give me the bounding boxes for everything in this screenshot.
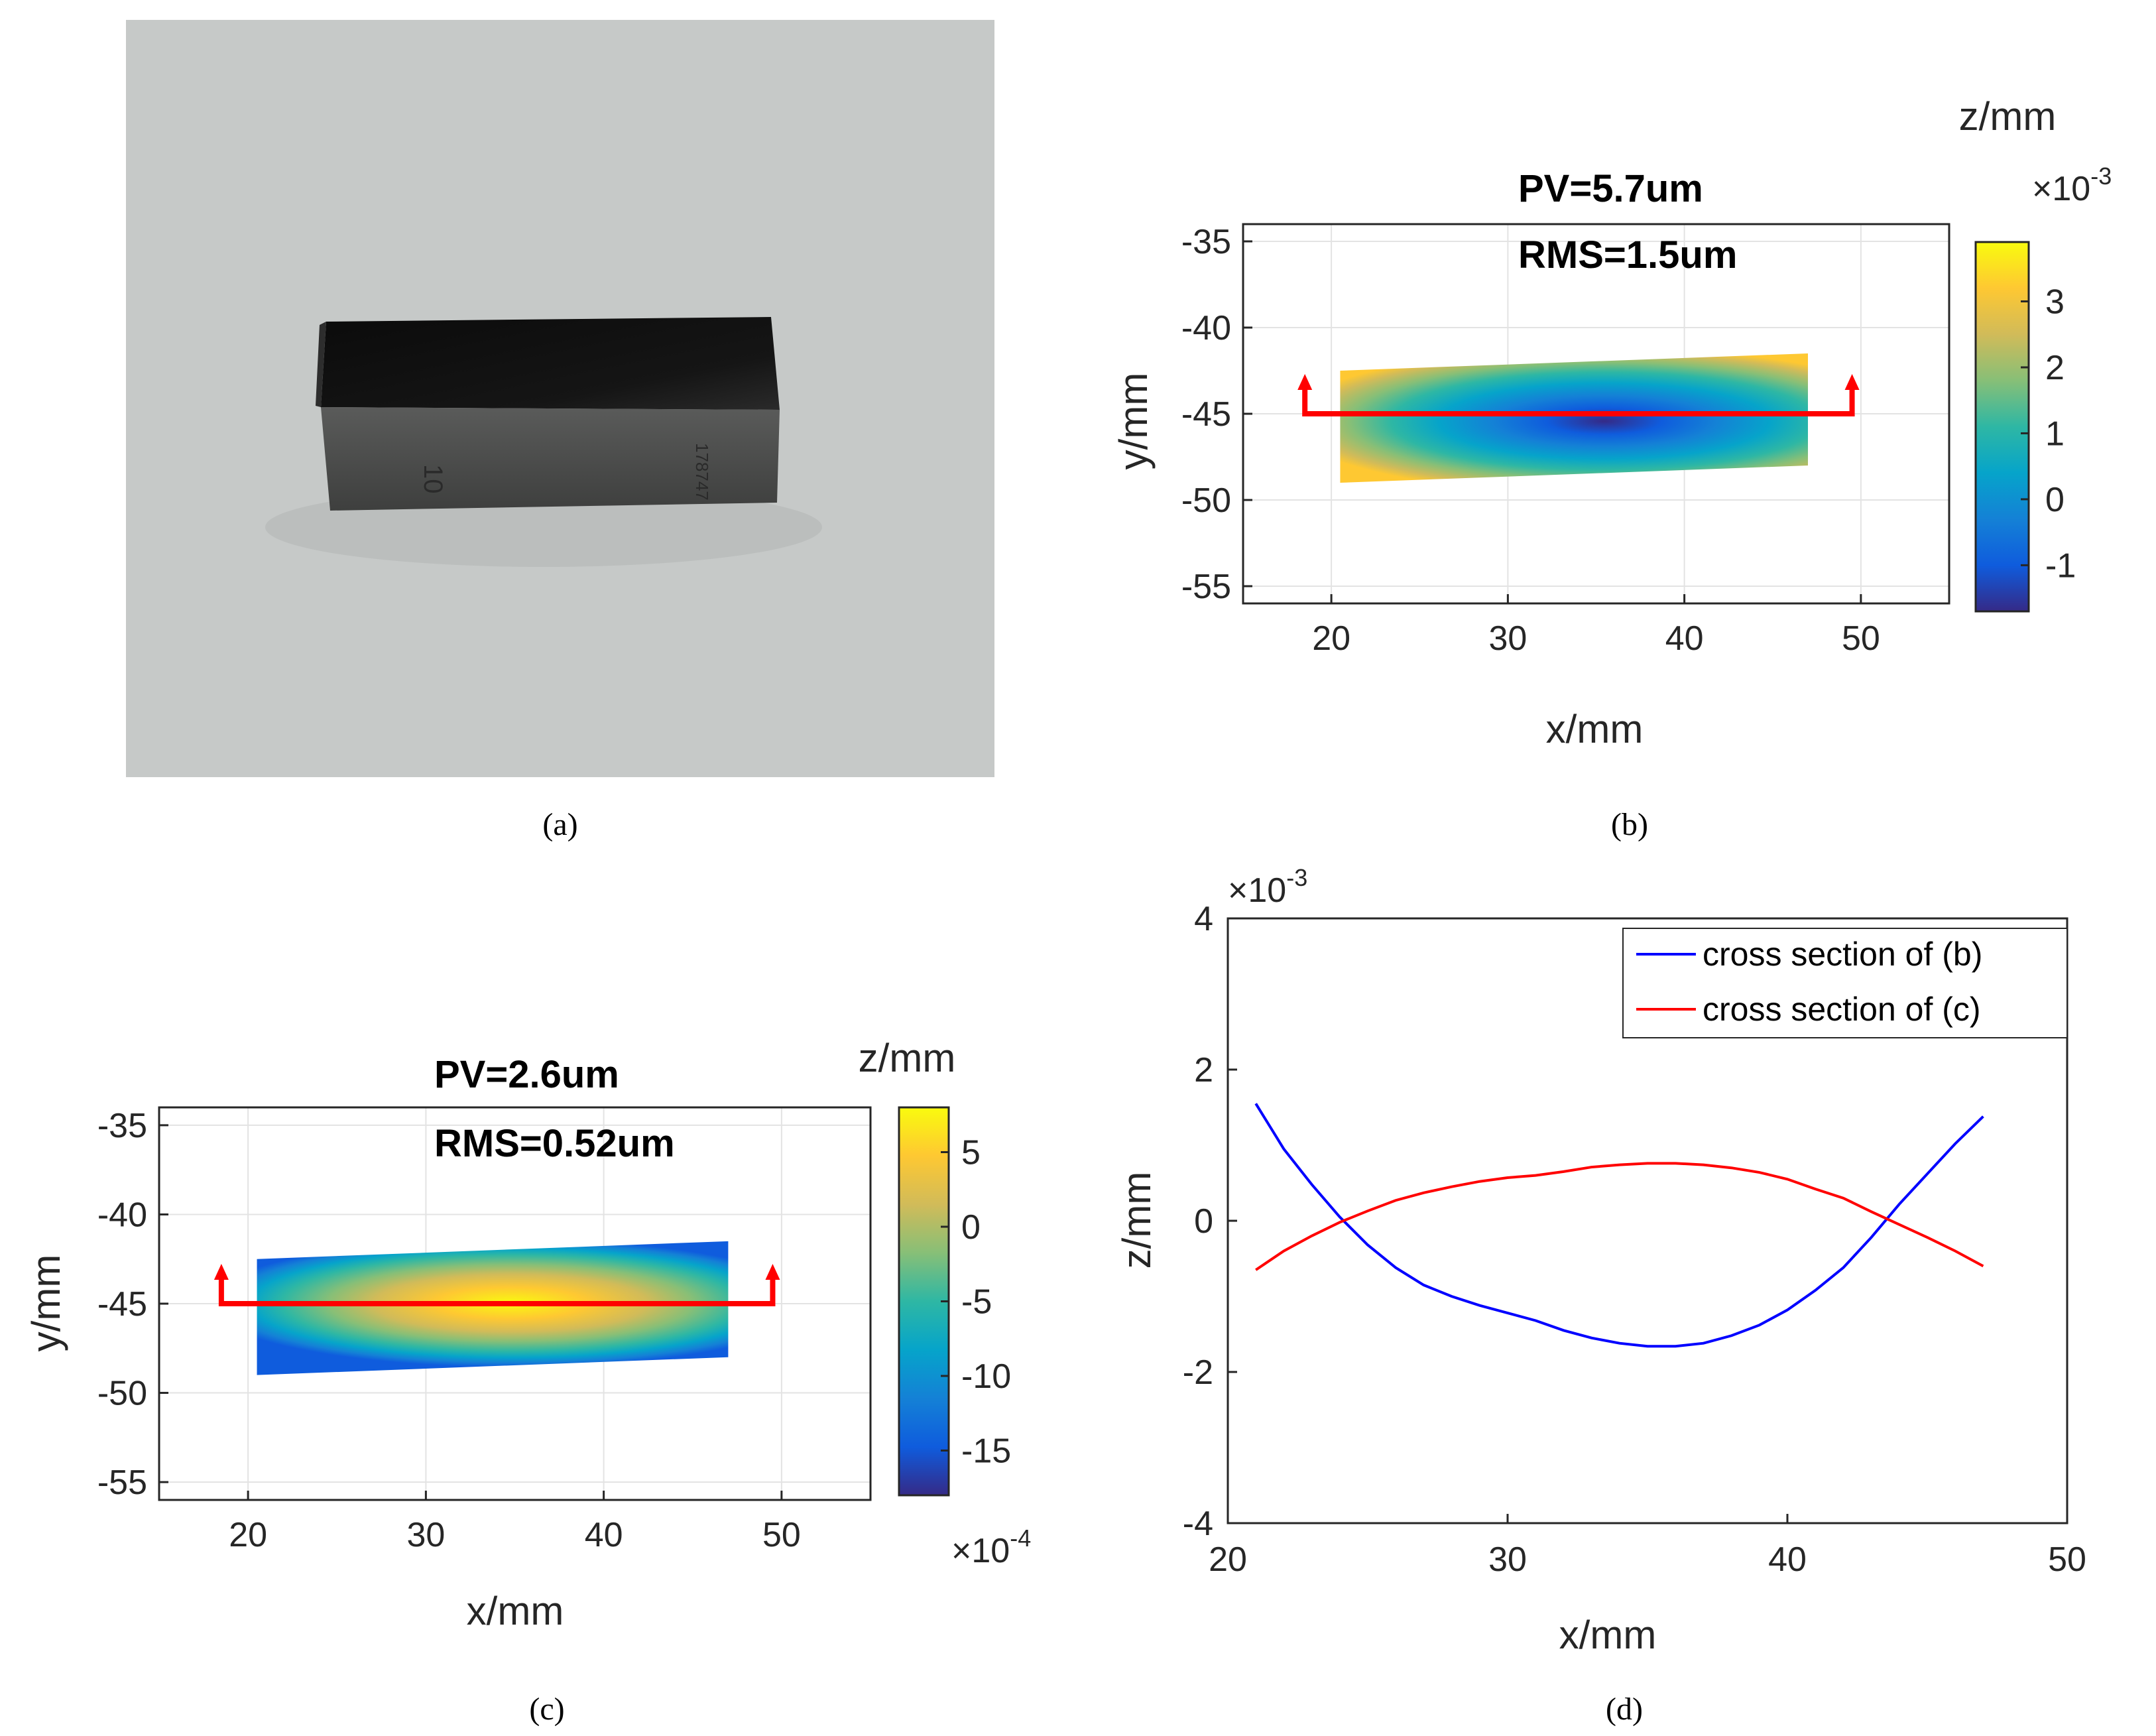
c-y-tick-label-4: -55 [97, 1463, 147, 1502]
d-series-group [1254, 1103, 1984, 1348]
b-pv-label: PV=5.7um [1518, 167, 1703, 210]
b-cbar-tick-label-2: 1 [2045, 414, 2065, 453]
c-profile-path [218, 1278, 776, 1306]
d-y-tick-label-1: 2 [1194, 1051, 1213, 1089]
d-x-tick-label-3: 50 [2048, 1540, 2086, 1579]
caption-a: (a) [542, 807, 577, 842]
c-profile-arrowhead-1 [765, 1264, 780, 1280]
c-x-tick-label-1: 30 [406, 1516, 445, 1554]
b-x-tick-label-0: 20 [1312, 619, 1350, 658]
b-y-tick-label-1: -40 [1181, 309, 1231, 347]
c-colorbar-ticks: 5 0 -5 -10 -15 [941, 1134, 1011, 1471]
d-x-axis-label: x/mm [1559, 1613, 1657, 1657]
caption-d: (d) [1606, 1692, 1643, 1727]
c-cbar-tick-label-3: -10 [961, 1357, 1011, 1396]
b-x-tick-label-2: 40 [1665, 619, 1704, 658]
c-cbar-tick-label-2: -5 [961, 1283, 992, 1322]
b-y-tick-label-4: -55 [1181, 568, 1231, 606]
b-x-tick-label-1: 30 [1488, 619, 1527, 658]
b-y-axis-label: y/mm [1111, 373, 1156, 470]
d-y-tick-label-3: -2 [1183, 1353, 1213, 1392]
c-colorbar [898, 1106, 950, 1497]
d-x-ticks: 20 30 40 50 [1209, 1514, 2086, 1579]
b-y-tick-label-3: -50 [1181, 481, 1231, 520]
b-profile-arrowhead-1 [1844, 374, 1860, 390]
b-y-ticks: -35 -40 -45 -50 -55 [1181, 223, 1252, 606]
b-colorbar [1974, 241, 2030, 613]
b-profile-path [1302, 389, 1855, 416]
d-y-tick-label-0: 4 [1194, 900, 1213, 938]
d-legend-label-b: cross section of (b) [1703, 936, 1982, 973]
panel-d: 20 30 40 50 420-2-4 ×10-3 x/mm z/mm cross s… [1114, 864, 2086, 1727]
b-colorbar-exponent: ×10-3 [2032, 162, 2112, 208]
c-x-axis-label: x/mm [467, 1589, 564, 1633]
gauge-block-side [316, 322, 326, 407]
c-x-tick-label-2: 40 [585, 1516, 623, 1554]
b-colorbar-ticks: 3 2 1 0 -1 [2021, 283, 2076, 585]
b-cbar-tick-label-0: 3 [2045, 283, 2065, 322]
c-colorbar-label: z/mm [859, 1036, 956, 1080]
c-x-tick-label-3: 50 [762, 1516, 801, 1554]
caption-c: (c) [529, 1692, 564, 1727]
d-y-exponent: ×10-3 [1228, 864, 1307, 910]
b-x-ticks: 20 30 40 50 [1312, 594, 1880, 658]
c-colorbar-exponent: ×10-4 [951, 1524, 1031, 1570]
c-y-tick-label-2: -45 [97, 1285, 147, 1324]
b-cbar-tick-label-4: -1 [2045, 546, 2076, 585]
c-pv-label: PV=2.6um [434, 1053, 619, 1096]
gauge-block-top [321, 317, 780, 410]
b-cbar-tick-label-1: 2 [2045, 349, 2065, 387]
d-y-axis-label: z/mm [1114, 1172, 1159, 1269]
b-rms-label: RMS=1.5um [1518, 233, 1737, 277]
engraved-text-serial: 178747 [692, 443, 712, 501]
panel-a: 10 178747 (a) [126, 20, 994, 842]
d-legend: cross section of (b) cross section of (c… [1622, 928, 2068, 1038]
d-x-tick-label-1: 30 [1488, 1540, 1527, 1579]
d-x-tick-label-0: 20 [1209, 1540, 1247, 1579]
d-y-ticks: 4 2 0 -2 -4 [1183, 900, 1237, 1543]
c-y-tick-label-1: -40 [97, 1196, 147, 1234]
d-x-tick-label-2: 40 [1768, 1540, 1807, 1579]
b-profile-arrowhead-0 [1297, 374, 1313, 390]
b-x-axis-label: x/mm [1546, 707, 1644, 751]
c-profile-arrowhead-0 [213, 1264, 229, 1280]
b-y-tick-label-0: -35 [1181, 223, 1231, 261]
d-series-line-1 [1255, 1162, 1984, 1271]
b-cbar-tick-label-3: 0 [2045, 481, 2065, 519]
c-y-tick-label-0: -35 [97, 1107, 147, 1145]
c-x-ticks: 20 30 40 50 [229, 1491, 801, 1554]
d-legend-label-c: cross section of (c) [1703, 991, 1981, 1028]
b-x-tick-label-3: 50 [1842, 619, 1880, 658]
c-cbar-tick-label-4: -15 [961, 1432, 1011, 1471]
d-y-tick-label-4: -4 [1183, 1505, 1213, 1543]
c-surface-map [257, 1241, 729, 1375]
panel-c: 20 30 40 50 -35-40-45-50-55 PV=2.6um RMS=0.… [24, 1036, 1031, 1727]
b-y-tick-label-2: -45 [1181, 395, 1231, 434]
gauge-block-face [321, 407, 780, 511]
d-legend-box [1622, 928, 2068, 1038]
c-cbar-tick-label-0: 5 [961, 1134, 981, 1172]
b-surface-map [1340, 353, 1808, 483]
panel-b: 20 30 40 50 -35-40-45-50-55 PV=5.7um RMS=1.… [1111, 94, 2112, 842]
c-y-ticks: -35 -40 -45 -50 -55 [97, 1107, 168, 1502]
c-x-tick-label-0: 20 [229, 1516, 267, 1554]
b-profile-line [1297, 374, 1860, 416]
d-y-tick-label-2: 0 [1194, 1202, 1213, 1241]
d-series-line-0 [1254, 1103, 1984, 1348]
c-y-axis-label: y/mm [24, 1255, 68, 1352]
c-y-tick-label-3: -50 [97, 1375, 147, 1413]
b-colorbar-label: z/mm [1959, 94, 2057, 139]
caption-b: (b) [1611, 807, 1648, 842]
c-profile-line [213, 1264, 780, 1306]
c-rms-label: RMS=0.52um [434, 1122, 675, 1165]
c-cbar-tick-label-1: 0 [961, 1208, 981, 1247]
engraved-text-size: 10 [418, 464, 448, 494]
